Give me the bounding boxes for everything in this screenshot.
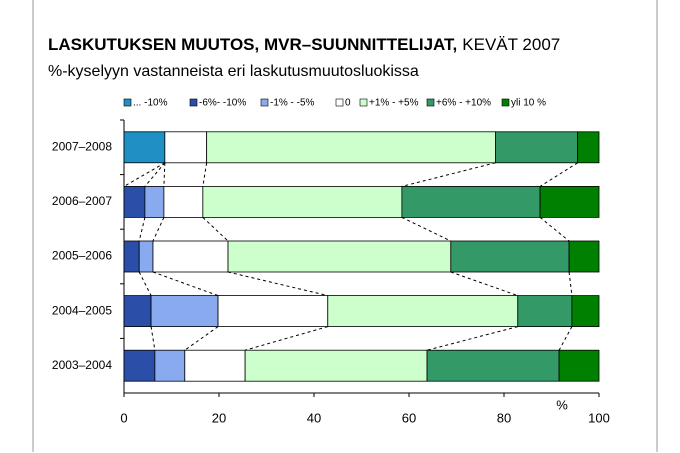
bar-segment xyxy=(123,185,146,218)
legend-swatch xyxy=(335,98,344,107)
series-line xyxy=(163,162,166,187)
series-line xyxy=(138,217,146,242)
bar-segment xyxy=(206,131,496,164)
bar-segment xyxy=(401,185,541,218)
legend-swatch xyxy=(359,98,368,107)
series-line xyxy=(138,271,152,296)
bar-segment xyxy=(150,295,219,328)
series-line xyxy=(184,326,219,351)
legend-swatch xyxy=(426,98,435,107)
x-tick-label: 20 xyxy=(212,410,226,425)
bar-segment xyxy=(163,185,204,218)
legend-label: -1% - -5% xyxy=(270,98,315,109)
series-line xyxy=(152,271,219,297)
y-tick-label: 2007–2008 xyxy=(52,139,112,153)
legend-label: yli 10 % xyxy=(511,98,546,109)
x-tick-label: 0 xyxy=(120,410,127,425)
bar-segment xyxy=(327,295,519,328)
series-line xyxy=(401,162,496,187)
bar-segment xyxy=(495,131,579,164)
bar-segment xyxy=(144,185,165,218)
series-line xyxy=(227,271,328,297)
legend-label: ... -10% xyxy=(133,98,168,109)
bar-segment xyxy=(184,349,246,382)
series-line xyxy=(558,326,573,351)
chart-title-main: LASKUTUKSEN MUUTOS, MVR–SUUNNITTELIJAT, xyxy=(48,35,457,54)
series-line xyxy=(450,271,518,297)
bar-segment xyxy=(577,131,600,164)
series-line xyxy=(144,162,166,187)
bar-segment xyxy=(123,349,156,382)
x-tick-label: 100 xyxy=(588,410,610,425)
y-tick-label: 2005–2006 xyxy=(52,249,112,263)
legend-swatch xyxy=(501,98,510,107)
x-tick-label: 40 xyxy=(307,410,321,425)
legend-label: -6%- -10% xyxy=(199,98,246,109)
bar-segment xyxy=(154,349,186,382)
bar-segment xyxy=(568,240,600,273)
series-line xyxy=(539,162,578,187)
x-axis-label: % xyxy=(556,397,568,412)
legend-label: +1% - +5% xyxy=(369,98,419,109)
bar-segment xyxy=(138,240,154,273)
chart-title-date: KEVÄT 2007 xyxy=(462,35,560,54)
series-line xyxy=(202,162,208,187)
series-line xyxy=(244,326,328,351)
legend-swatch xyxy=(260,98,269,107)
legend-swatch xyxy=(189,98,198,107)
series-line xyxy=(401,216,452,242)
bar-segment xyxy=(202,185,403,218)
bar-segment xyxy=(450,240,570,273)
series-line xyxy=(426,326,518,351)
y-tick-label: 2004–2005 xyxy=(52,303,112,317)
x-tick-label: 80 xyxy=(497,410,511,425)
legend-label: 0 xyxy=(345,98,351,109)
bar-segment xyxy=(539,185,600,218)
series-line xyxy=(150,326,156,351)
y-tick-label: 2003–2004 xyxy=(52,358,112,372)
bar-segment xyxy=(426,349,560,382)
legend-label: +6% - +10% xyxy=(436,98,491,109)
bar-segment xyxy=(517,295,573,328)
bar-segment xyxy=(164,131,208,164)
series-line xyxy=(152,217,165,242)
bar-segment xyxy=(227,240,452,273)
series-line xyxy=(539,217,570,242)
bar-segment xyxy=(571,295,600,328)
legend-swatch xyxy=(123,98,132,107)
bar-segment xyxy=(217,295,329,328)
bar-segment xyxy=(244,349,428,382)
y-tick-label: 2006–2007 xyxy=(52,194,112,208)
bar-segment xyxy=(123,240,140,273)
chart-title: LASKUTUKSEN MUUTOS, MVR–SUUNNITTELIJAT, K… xyxy=(48,35,560,54)
bar-segment xyxy=(558,349,600,382)
x-tick-label: 60 xyxy=(402,410,416,425)
series-line xyxy=(123,162,166,187)
bar-segment xyxy=(123,131,166,164)
bar-segment xyxy=(152,240,229,273)
chart-subtitle: %-kyselyyn vastanneista eri laskutusmuut… xyxy=(48,63,419,80)
series-line xyxy=(202,217,229,242)
bar-segment xyxy=(123,295,152,328)
series-line xyxy=(568,271,573,296)
